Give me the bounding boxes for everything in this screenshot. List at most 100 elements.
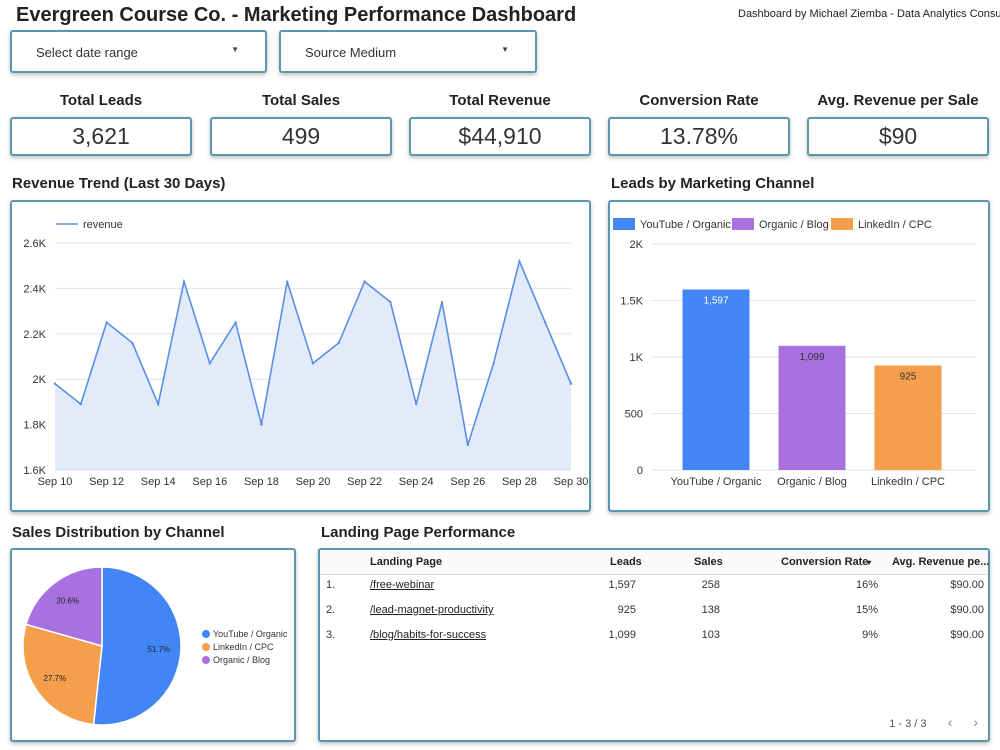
revenue-point bbox=[466, 443, 469, 447]
kpi-value-total-sales: 499 bbox=[210, 117, 392, 156]
x-tick-label: LinkedIn / CPC bbox=[871, 476, 945, 488]
revenue-point bbox=[389, 300, 392, 304]
legend-dot bbox=[202, 656, 210, 664]
bar-value-label: 1,099 bbox=[799, 352, 824, 363]
pie-slice-label: 20.6% bbox=[56, 597, 79, 606]
revenue-point bbox=[260, 423, 263, 426]
kpi-value-total-revenue: $44,910 bbox=[409, 117, 591, 156]
revenue-point bbox=[492, 362, 495, 365]
source-medium-dropdown[interactable]: Source Medium ▼ bbox=[279, 30, 537, 73]
header-conversion-rate[interactable]: Conversion Rate bbox=[781, 556, 869, 568]
sort-down-icon[interactable]: ▾ bbox=[867, 558, 872, 567]
kpi-label-avg-revenue: Avg. Revenue per Sale bbox=[817, 92, 979, 109]
y-tick-label: 500 bbox=[625, 409, 643, 421]
kpi-label-conversion-rate: Conversion Rate bbox=[639, 92, 759, 109]
x-tick-label: Sep 10 bbox=[38, 476, 73, 488]
caret-down-icon: ▼ bbox=[231, 45, 239, 54]
section-title-revenue-trend: Revenue Trend (Last 30 Days) bbox=[12, 175, 226, 192]
revenue-point bbox=[569, 382, 573, 385]
row-leads: 1,597 bbox=[608, 579, 636, 591]
page-title: Evergreen Course Co. - Marketing Perform… bbox=[16, 4, 577, 26]
section-title-leads-by-channel: Leads by Marketing Channel bbox=[611, 175, 815, 192]
row-index: 1. bbox=[326, 579, 336, 591]
x-tick-label: Sep 12 bbox=[89, 476, 124, 488]
table-row: 1. /free-webinar 1,597 258 16% $90.00 bbox=[320, 573, 988, 598]
revenue-point bbox=[208, 362, 211, 365]
table-header-row: Landing Page Leads Sales Conversion Rate… bbox=[320, 550, 990, 575]
header-landing-page[interactable]: Landing Page bbox=[370, 556, 443, 568]
legend-dot bbox=[202, 630, 210, 638]
legend-swatch bbox=[613, 218, 635, 230]
kpi-value-conversion-rate: 13.78% bbox=[608, 117, 790, 156]
row-landing-page-link[interactable]: /free-webinar bbox=[370, 579, 435, 591]
x-tick-label: Sep 14 bbox=[141, 476, 176, 488]
x-tick-label: Organic / Blog bbox=[777, 476, 847, 488]
revenue-point bbox=[337, 341, 340, 345]
leads-by-channel-panel: 0 500 1K 1.5K 2K 1,597 YouTube / Organic 1,099 O… bbox=[608, 200, 990, 512]
landing-page-table: Landing Page Leads Sales Conversion Rate… bbox=[318, 548, 990, 742]
x-tick-label: Sep 22 bbox=[347, 476, 382, 488]
revenue-point bbox=[518, 259, 521, 263]
y-tick-label: 2.2K bbox=[23, 329, 46, 341]
kpi-label-total-leads: Total Leads bbox=[59, 92, 143, 109]
row-conversion-rate: 16% bbox=[855, 579, 878, 591]
legend-label: YouTube / Organic bbox=[640, 219, 731, 231]
pie-slice bbox=[92, 566, 182, 726]
kpi-value-avg-revenue: $90 bbox=[807, 117, 989, 156]
x-tick-label: YouTube / Organic bbox=[671, 476, 762, 488]
row-sales: 138 bbox=[701, 604, 720, 616]
revenue-point bbox=[182, 280, 186, 283]
y-tick-label: 2K bbox=[630, 239, 644, 251]
header-avg-revenue[interactable]: Avg. Revenue pe... bbox=[892, 556, 990, 568]
prev-page-icon[interactable]: ‹ bbox=[947, 714, 953, 730]
revenue-point bbox=[440, 300, 444, 304]
y-tick-label: 2K bbox=[33, 374, 47, 386]
row-sales: 103 bbox=[701, 629, 720, 641]
row-avg-revenue: $90.00 bbox=[950, 579, 984, 591]
next-page-icon[interactable]: › bbox=[973, 714, 978, 730]
x-tick-label: Sep 18 bbox=[244, 476, 279, 488]
y-tick-label: 2.4K bbox=[23, 283, 46, 295]
legend-label: LinkedIn / CPC bbox=[213, 642, 274, 652]
revenue-point bbox=[157, 402, 160, 406]
header-leads[interactable]: Leads bbox=[610, 556, 642, 568]
x-tick-label: Sep 20 bbox=[296, 476, 331, 488]
header-sales[interactable]: Sales bbox=[694, 556, 723, 568]
kpi-label-total-revenue: Total Revenue bbox=[449, 92, 551, 109]
section-title-sales-distribution: Sales Distribution by Channel bbox=[12, 524, 225, 541]
revenue-point bbox=[363, 280, 366, 283]
row-avg-revenue: $90.00 bbox=[950, 604, 984, 616]
legend-swatch bbox=[732, 218, 754, 230]
bar-value-label: 1,597 bbox=[703, 296, 728, 307]
revenue-point bbox=[234, 321, 237, 324]
legend-label: Organic / Blog bbox=[213, 655, 270, 665]
pagination-label: 1 - 3 / 3 bbox=[889, 718, 927, 730]
row-landing-page-link[interactable]: /lead-magnet-productivity bbox=[370, 604, 494, 616]
row-conversion-rate: 15% bbox=[855, 604, 878, 616]
revenue-point bbox=[53, 382, 57, 385]
row-landing-page-link[interactable]: /blog/habits-for-success bbox=[370, 629, 487, 641]
x-tick-label: Sep 24 bbox=[399, 476, 434, 488]
x-tick-label: Sep 30 bbox=[554, 476, 589, 488]
row-conversion-rate: 9% bbox=[862, 629, 878, 641]
revenue-line-chart: 1.6K 1.8K 2K 2.2K 2.4K 2.6K Sep 10 Sep 12 Sep 14… bbox=[23, 219, 589, 488]
y-tick-label: 2.6K bbox=[23, 238, 46, 250]
x-tick-label: Sep 28 bbox=[502, 476, 537, 488]
date-range-dropdown[interactable]: Select date range ▼ bbox=[10, 30, 267, 73]
revenue-point bbox=[286, 280, 289, 283]
bar bbox=[682, 289, 750, 470]
pagination: 1 - 3 / 3 ‹ › bbox=[889, 714, 978, 730]
bar-value-label: 925 bbox=[900, 371, 917, 382]
caret-down-icon: ▼ bbox=[501, 45, 509, 54]
kpi-label-total-sales: Total Sales bbox=[261, 92, 341, 109]
revenue-point bbox=[415, 402, 418, 406]
legend-dot bbox=[202, 643, 210, 651]
legend-label: revenue bbox=[83, 219, 123, 231]
bar bbox=[874, 365, 942, 470]
row-leads: 1,099 bbox=[608, 629, 636, 641]
y-tick-label: 1K bbox=[630, 352, 644, 364]
y-tick-label: 0 bbox=[637, 465, 643, 477]
y-tick-label: 1.8K bbox=[23, 420, 46, 432]
row-leads: 925 bbox=[617, 604, 636, 616]
byline: Dashboard by Michael Ziemba - Data Analy… bbox=[738, 8, 1000, 20]
